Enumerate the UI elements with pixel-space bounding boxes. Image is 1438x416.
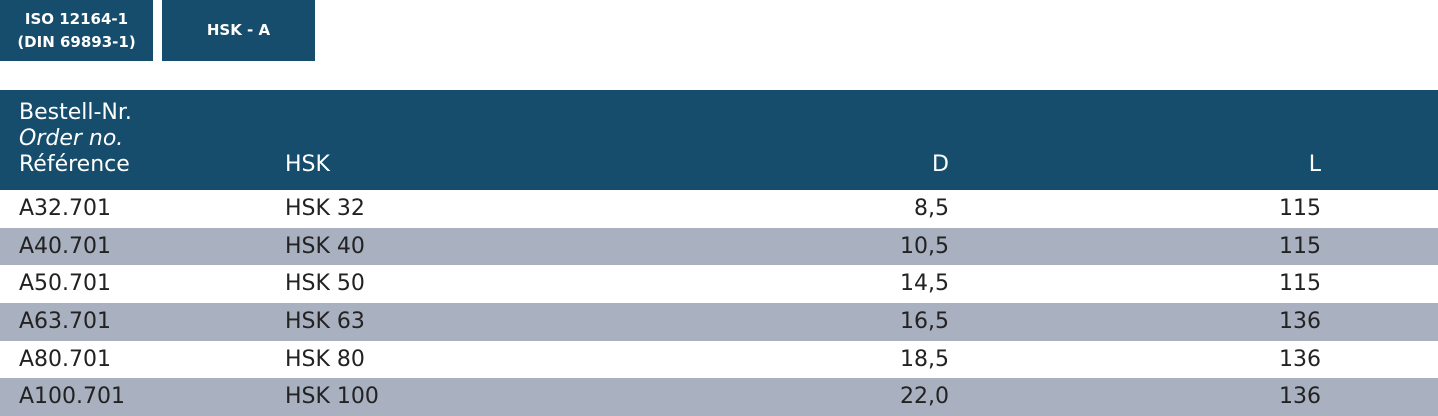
column-header-order-en: Order no.	[19, 126, 124, 151]
table-row: A32.701 HSK 32 8,5 115	[0, 190, 1438, 228]
table-header: Bestell-Nr. Order no. Référence HSK D L	[0, 90, 1438, 190]
column-header-d: D	[932, 152, 949, 177]
cell-hsk: HSK 100	[285, 384, 379, 410]
cell-hsk: HSK 32	[285, 195, 365, 221]
standard-tag-iso: ISO 12164-1 (DIN 69893-1)	[0, 0, 153, 61]
cell-d: 8,5	[914, 195, 949, 221]
standard-tag-hsk-label: HSK - A	[206, 21, 271, 39]
cell-d: 18,5	[900, 346, 949, 372]
standard-tag-iso-line2: (DIN 69893-1)	[17, 32, 136, 51]
cell-d: 14,5	[900, 271, 949, 297]
column-header-order-no: Bestell-Nr. Order no. Référence	[19, 100, 132, 178]
column-header-order-de: Bestell-Nr.	[19, 100, 132, 125]
table-row: A100.701 HSK 100 22,0 136	[0, 378, 1438, 416]
table-row: A50.701 HSK 50 14,5 115	[0, 265, 1438, 303]
standard-tag-iso-line1: ISO 12164-1	[24, 9, 129, 28]
product-table: Bestell-Nr. Order no. Référence HSK D L …	[0, 90, 1438, 416]
cell-order-no: A50.701	[19, 271, 112, 297]
cell-d: 10,5	[900, 233, 949, 259]
table-row: A40.701 HSK 40 10,5 115	[0, 227, 1438, 266]
cell-order-no: A32.701	[19, 195, 112, 221]
standard-tag-hsk: HSK - A	[162, 0, 315, 61]
column-header-l: L	[1308, 152, 1321, 177]
column-header-order-fr: Référence	[19, 152, 130, 177]
cell-order-no: A63.701	[19, 308, 112, 334]
cell-hsk: HSK 63	[285, 308, 365, 334]
table-row: A63.701 HSK 63 16,5 136	[0, 303, 1438, 341]
cell-l: 115	[1279, 195, 1321, 221]
cell-l: 136	[1279, 346, 1321, 372]
cell-order-no: A100.701	[19, 384, 126, 410]
cell-hsk: HSK 40	[285, 233, 365, 259]
cell-hsk: HSK 80	[285, 346, 365, 372]
cell-order-no: A40.701	[19, 233, 112, 259]
cell-order-no: A80.701	[19, 346, 112, 372]
cell-hsk: HSK 50	[285, 271, 365, 297]
cell-l: 136	[1279, 384, 1321, 410]
table-row: A80.701 HSK 80 18,5 136	[0, 341, 1438, 379]
cell-l: 115	[1279, 271, 1321, 297]
cell-l: 115	[1279, 233, 1321, 259]
cell-l: 136	[1279, 308, 1321, 334]
cell-d: 16,5	[900, 308, 949, 334]
column-header-hsk: HSK	[285, 152, 330, 177]
cell-d: 22,0	[900, 384, 949, 410]
